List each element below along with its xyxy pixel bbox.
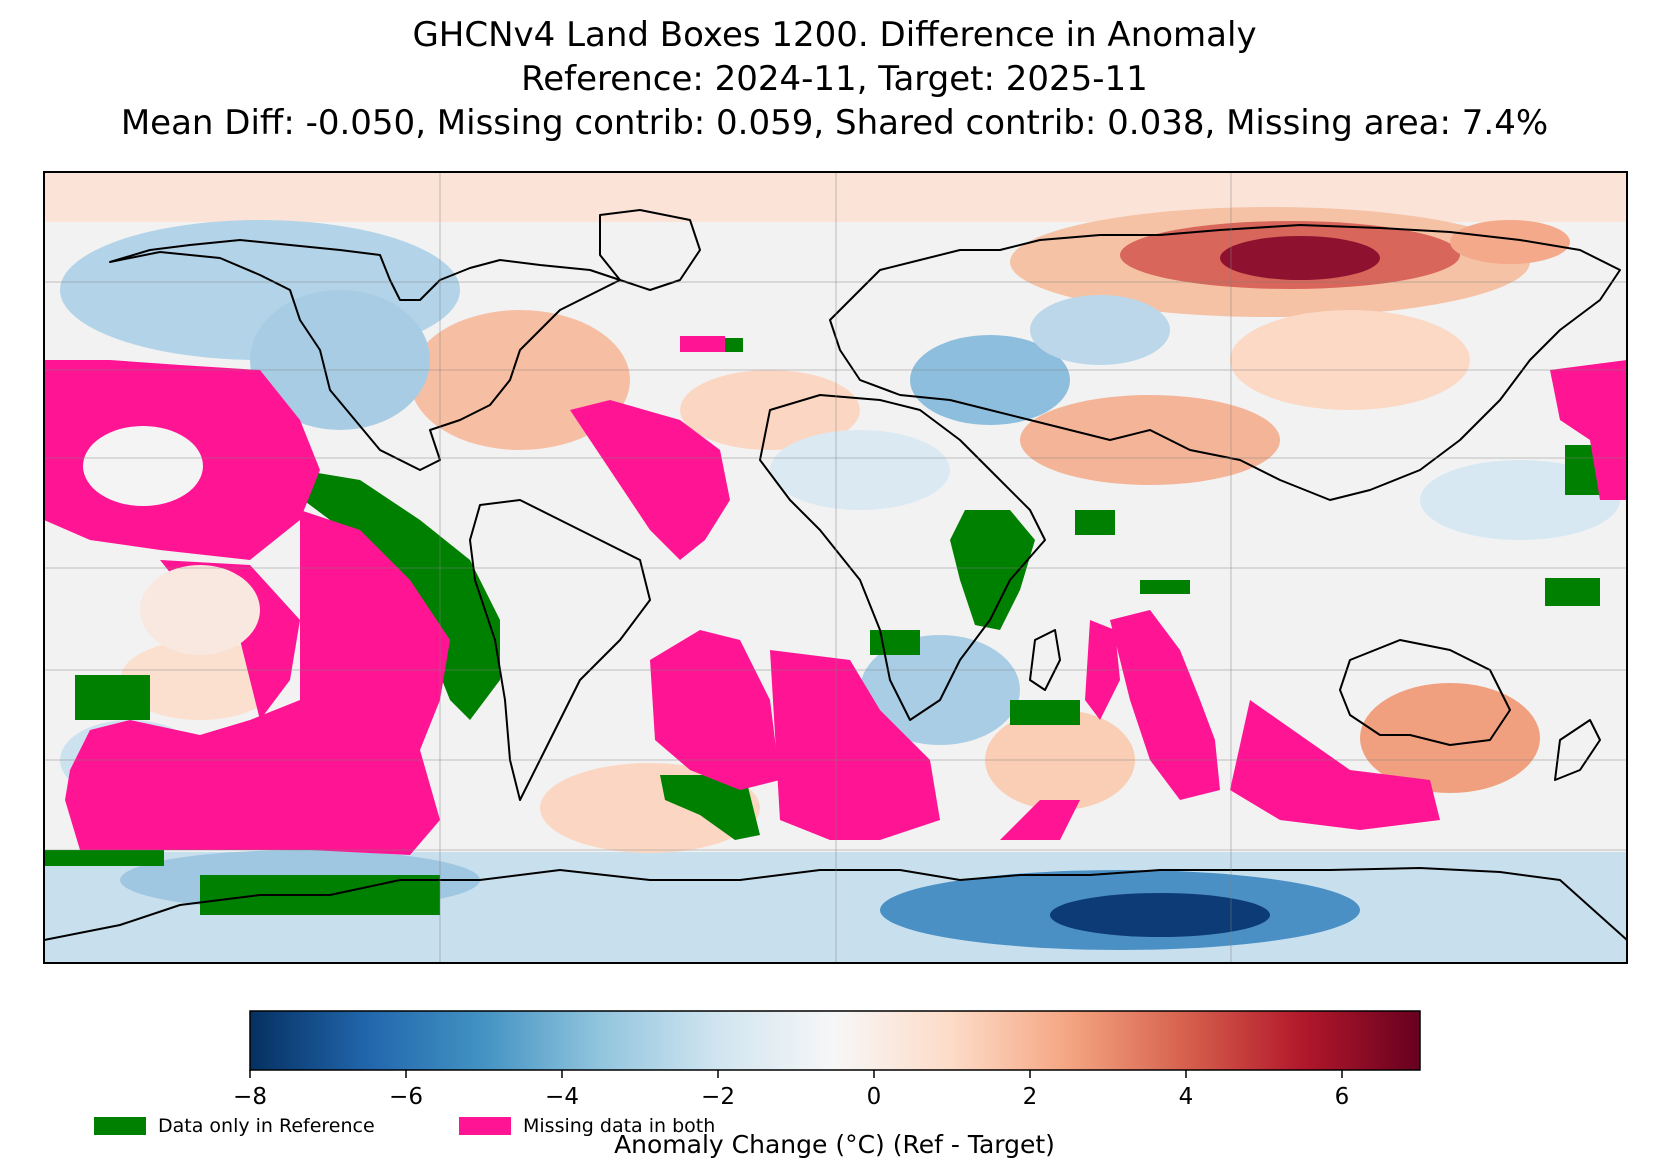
east-africa-green [950, 510, 1035, 630]
colorbar-tick-label: −6 [389, 1084, 423, 1110]
antarctica-coast [44, 867, 1627, 941]
south-pacific-data-hole [140, 565, 260, 655]
atlantic-island-green [725, 338, 743, 352]
colorbar-tick-label: −8 [233, 1084, 267, 1110]
madagascar-coast [1029, 629, 1061, 691]
map-panel [43, 171, 1628, 964]
legend-swatch-reference-only [94, 1117, 146, 1135]
south-atlantic-east-missing [770, 650, 940, 840]
middle-east-warm-patch [1020, 395, 1280, 485]
colorbar-gradient [249, 1010, 1421, 1071]
australia-coast [1339, 639, 1511, 746]
tasman-green [1545, 578, 1600, 606]
west-usa-cool-patch [250, 290, 430, 430]
southeast-atlantic-green [870, 630, 920, 655]
gridlines [44, 172, 1627, 963]
sahara-cool-patch [770, 430, 950, 510]
greenland-coast [599, 209, 701, 291]
arabian-sea-green [1075, 510, 1115, 535]
coastlines [44, 209, 1627, 941]
chart-subtitle-reference: Reference: 2024-11, Target: 2025-11 [521, 59, 1148, 99]
madagascar-sea-green [1010, 700, 1080, 725]
east-pacific-green-band [290, 470, 500, 720]
north-atlantic-missing [570, 400, 730, 560]
indian-ocean-green [1140, 580, 1190, 594]
colorbar-ticks: −8 −6 −4 −2 0 2 4 6 [233, 1070, 1349, 1110]
legend-label-missing-both: Missing data in both [523, 1115, 716, 1137]
colorbar-tick-label: −4 [545, 1084, 579, 1110]
black-sea-cool-patch [910, 335, 1070, 425]
south-pacific-missing [65, 510, 450, 855]
colorbar-label: Anomaly Change (°C) (Ref - Target) [614, 1130, 1055, 1159]
south-pacific-warm-patch [120, 640, 280, 720]
legend-item-reference-only: Data only in Reference [94, 1114, 375, 1138]
hawaii-data-hole [83, 426, 203, 506]
australia-warm-patch [1360, 683, 1540, 793]
indian-ocean-missing [1110, 610, 1220, 800]
chart-subtitle-stats: Mean Diff: -0.050, Missing contrib: 0.05… [120, 103, 1549, 143]
southern-indian-missing [1230, 700, 1440, 830]
new-zealand-coast [1554, 719, 1601, 781]
colorbar-tick-label: 2 [1023, 1084, 1038, 1110]
legend-label-reference-only: Data only in Reference [158, 1115, 375, 1137]
south-africa-cool-patch [860, 635, 1020, 745]
northwest-pacific-missing [1550, 360, 1627, 500]
southern-ocean-missing [1000, 800, 1080, 840]
anomaly-field [44, 172, 1627, 963]
southwest-pacific-green [75, 675, 150, 720]
map-frame [43, 171, 1628, 964]
colorbar-tick-label: −2 [701, 1084, 735, 1110]
legend-swatch-missing-both [459, 1117, 511, 1135]
legend-item-missing-both: Missing data in both [459, 1114, 715, 1138]
east-antarctica-core-patch [1050, 893, 1270, 937]
south-atlantic-green [660, 775, 760, 840]
siberia-core-patch [1220, 236, 1380, 280]
colorbar-tick-label: 6 [1335, 1084, 1350, 1110]
colorbar-tick-label: 4 [1179, 1084, 1194, 1110]
east-siberia-patch [1450, 220, 1570, 264]
eurasia-coast [829, 224, 1621, 501]
chart-title: GHCNv4 Land Boxes 1200. Difference in An… [412, 15, 1257, 55]
north-america-coast [109, 239, 621, 471]
south-america-coast [469, 499, 651, 801]
colorbar: −8 −6 −4 −2 0 2 4 6 [233, 1010, 1421, 1110]
north-atlantic-island-missing [680, 336, 725, 352]
antarctic-edge-green [44, 850, 164, 866]
africa-coast [759, 394, 1046, 721]
east-europe-cool-patch [1030, 295, 1170, 365]
colorbar-tick-label: 0 [867, 1084, 882, 1110]
central-asia-warm-patch [1230, 310, 1470, 410]
